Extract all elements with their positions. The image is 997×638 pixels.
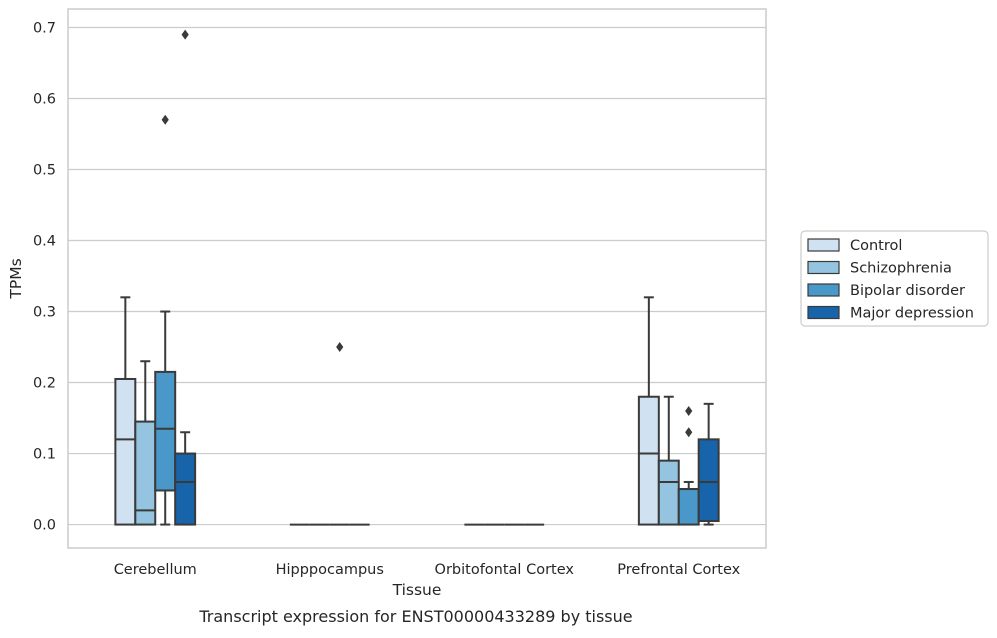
x-tick-label: Orbitofontal Cortex	[435, 562, 575, 578]
y-axis-label: TPMs	[7, 258, 25, 299]
legend-entry-label: Major depression	[850, 306, 974, 322]
legend-swatch	[807, 283, 840, 297]
legend-box	[800, 230, 989, 327]
y-tick-label: 0.4	[33, 234, 56, 250]
chart-caption: Transcript expression for ENST0000043328…	[198, 607, 632, 626]
y-tick-label: 0.5	[33, 162, 56, 178]
y-tick-label: 0.2	[33, 376, 56, 392]
box-body	[637, 395, 660, 526]
legend-swatch	[807, 238, 840, 252]
box-outlier-point	[685, 427, 693, 438]
legend-swatch	[807, 305, 840, 320]
x-axis-label: Tissue	[392, 581, 442, 599]
x-tick-label: Hipppocampus	[276, 562, 384, 578]
legend-swatch	[807, 260, 840, 275]
box-body	[697, 438, 720, 523]
y-tick-label: 0.1	[33, 447, 56, 463]
box-body	[154, 370, 177, 492]
plot-area-frame	[67, 8, 767, 549]
y-tick-label: 0.0	[33, 518, 56, 534]
box-body	[114, 377, 137, 526]
x-tick-label: Prefrontal Cortex	[617, 562, 740, 578]
box-outlier-point	[181, 29, 189, 40]
box-body	[174, 452, 197, 526]
box-body	[657, 459, 680, 526]
box-body	[134, 420, 157, 526]
legend-entry-label: Schizophrenia	[850, 261, 952, 277]
box-outlier-point	[336, 342, 344, 353]
y-tick-label: 0.6	[33, 91, 56, 107]
legend-entry-label: Control	[850, 238, 902, 254]
x-tick-label: Cerebellum	[114, 562, 197, 578]
box-outlier-point	[685, 405, 693, 416]
legend-entry-label: Bipolar disorder	[850, 283, 965, 299]
box-body	[677, 488, 700, 526]
box-outlier-point	[161, 114, 169, 125]
y-tick-label: 0.3	[33, 305, 56, 321]
y-tick-label: 0.7	[33, 20, 56, 36]
